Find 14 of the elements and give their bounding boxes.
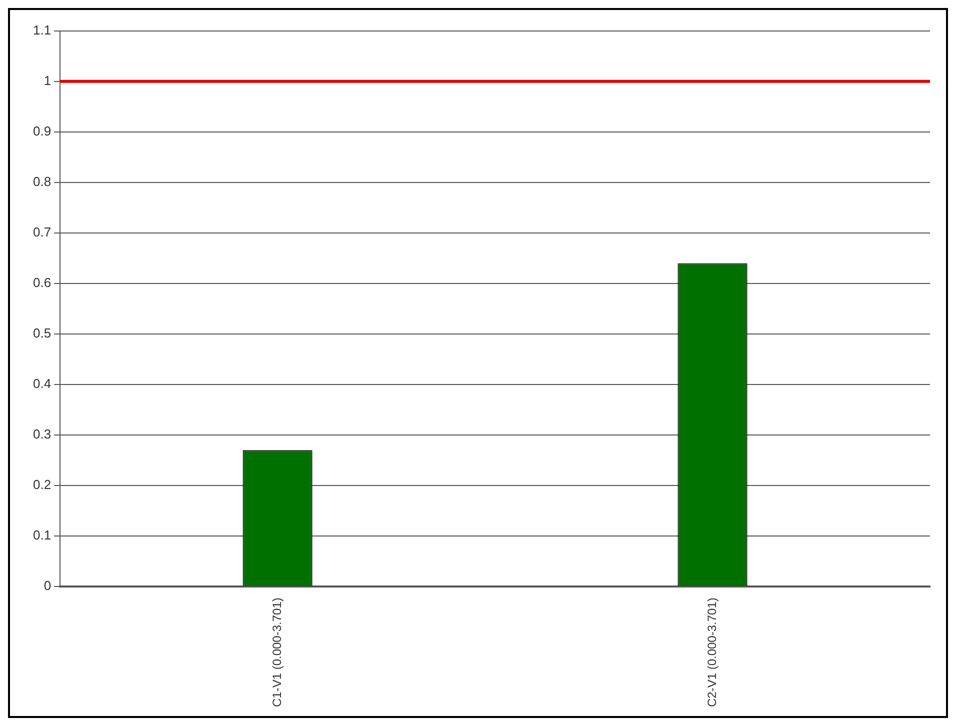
y-tick-label: 0.4 xyxy=(32,376,52,392)
y-tick-label: 0.6 xyxy=(32,275,52,290)
y-tick-label: 0.3 xyxy=(32,426,52,442)
y-tick-label: 0 xyxy=(44,578,52,594)
y-tick-label: 0.8 xyxy=(32,174,52,189)
y-tick-label: 0.1 xyxy=(32,528,52,543)
y-tick-label: 1 xyxy=(44,72,52,88)
y-tick-label: 0.5 xyxy=(32,326,52,341)
y-tick-label: 0.2 xyxy=(32,477,52,492)
y-tick-label: 1.1 xyxy=(32,22,52,38)
x-tick-label: C2-V1 (0.000-3.701) xyxy=(704,598,719,708)
y-tick-label: 0.7 xyxy=(32,224,52,240)
y-tick-label: 0.9 xyxy=(32,123,52,138)
x-tick-label: C1-V1 (0.000-3.701) xyxy=(270,598,284,708)
